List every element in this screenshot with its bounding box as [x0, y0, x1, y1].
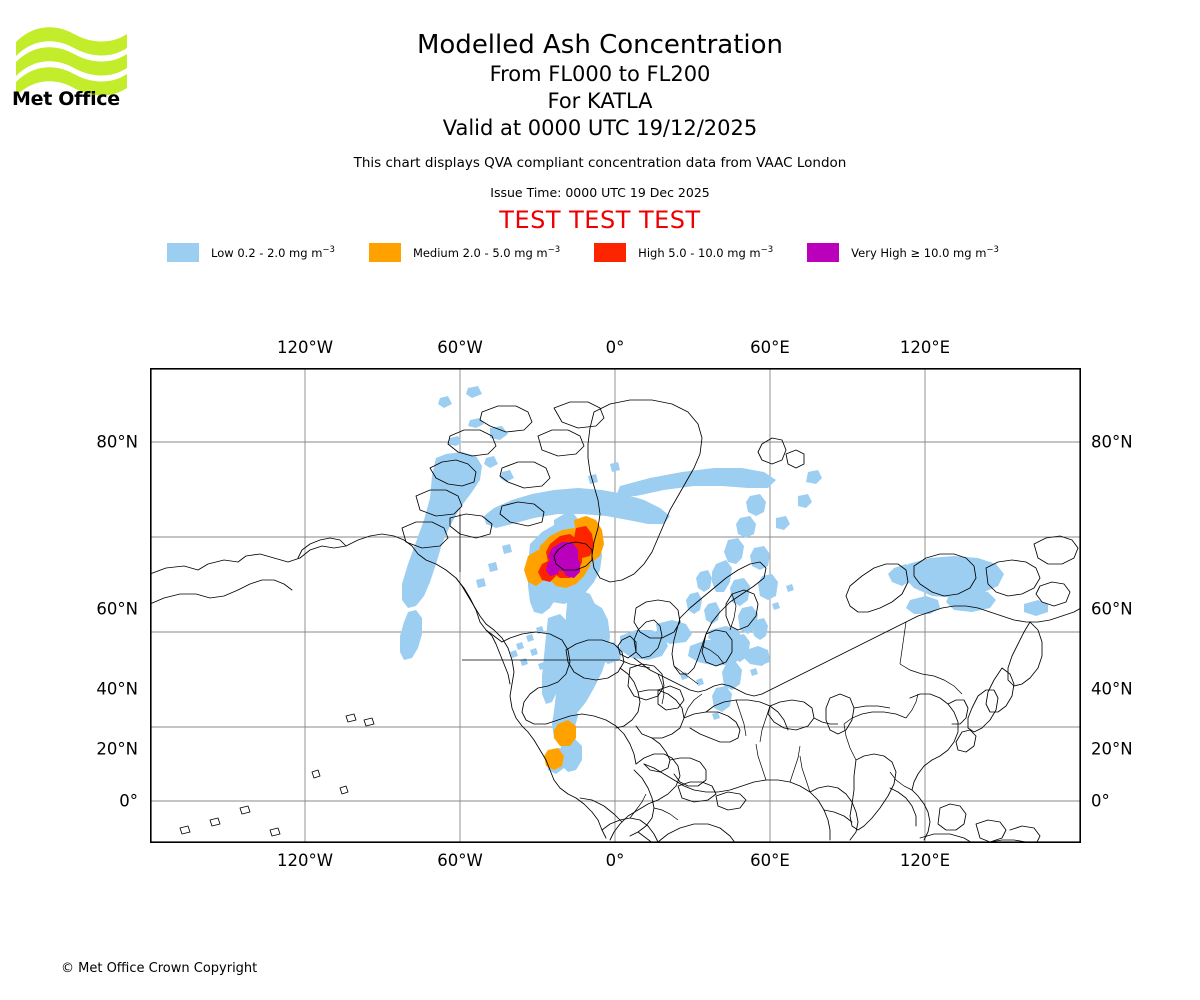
test-banner: TEST TEST TEST	[499, 206, 701, 234]
legend-item-high: High 5.0 - 10.0 mg m−3	[594, 243, 807, 262]
title-volcano: For KATLA	[547, 89, 653, 113]
map-gridlines	[150, 368, 1081, 843]
ytick-left-80n: 80°N	[96, 432, 138, 452]
political-borders	[459, 514, 963, 821]
chart-note: This chart displays QVA compliant concen…	[353, 155, 847, 171]
legend-item-medium: Medium 2.0 - 5.0 mg m−3	[368, 243, 594, 262]
xtick-top-60w: 60°W	[437, 338, 483, 357]
legend-label-high: High 5.0 - 10.0 mg m−3	[638, 245, 774, 260]
ytick-right-60n: 60°N	[1091, 599, 1133, 619]
xtick-bottom-0: 0°	[605, 851, 625, 870]
chart-header: Modelled Ash Concentration From FL000 to…	[0, 0, 1200, 235]
legend-swatch-high	[594, 243, 627, 262]
legend-label-low: Low 0.2 - 2.0 mg m−3	[211, 245, 335, 260]
legend-label-very-high: Very High ≥ 10.0 mg m−3	[851, 245, 999, 260]
concentration-legend: Low 0.2 - 2.0 mg m−3 Medium 2.0 - 5.0 mg…	[0, 243, 1200, 262]
copyright-text: © Met Office Crown Copyright	[61, 961, 258, 976]
title-valid-time: Valid at 0000 UTC 19/12/2025	[442, 116, 758, 140]
met-office-logo	[14, 22, 134, 117]
ytick-right-80n: 80°N	[1091, 432, 1133, 452]
met-office-waves-icon	[16, 27, 127, 96]
legend-item-very-high: Very High ≥ 10.0 mg m−3	[807, 243, 1033, 262]
legend-item-low: Low 0.2 - 2.0 mg m−3	[167, 243, 369, 262]
ytick-left-40n: 40°N	[96, 679, 138, 699]
legend-swatch-medium	[368, 243, 401, 262]
ytick-left-60n: 60°N	[96, 599, 138, 619]
legend-swatch-low	[167, 243, 200, 262]
xtick-bottom-120e: 120°E	[899, 851, 951, 870]
xtick-bottom-60e: 60°E	[750, 851, 790, 870]
title-flight-levels: From FL000 to FL200	[489, 62, 711, 86]
map-frame	[150, 368, 1081, 843]
issue-time: Issue Time: 0000 UTC 19 Dec 2025	[490, 185, 710, 200]
legend-swatch-very-high	[807, 243, 840, 262]
xtick-bottom-60w: 60°W	[437, 851, 483, 870]
met-office-wordmark: Met Office	[12, 88, 120, 110]
page-title: Modelled Ash Concentration	[416, 30, 784, 60]
ytick-right-0: 0°	[1091, 791, 1110, 811]
ash-plume-low	[400, 386, 1048, 774]
ytick-right-20n: 20°N	[1091, 739, 1133, 759]
xtick-top-0: 0°	[605, 338, 625, 357]
xtick-top-60e: 60°E	[750, 338, 790, 357]
coastlines	[150, 399, 1081, 843]
ytick-left-0: 0°	[119, 791, 138, 811]
map-canvas	[150, 368, 1081, 843]
ytick-right-40n: 40°N	[1091, 679, 1133, 699]
xtick-top-120e: 120°E	[899, 338, 951, 357]
xtick-top-120w: 120°W	[276, 338, 334, 357]
legend-label-medium: Medium 2.0 - 5.0 mg m−3	[412, 245, 561, 260]
ash-concentration-map: 120°W 60°W 0° 60°E 120°E 120°W 60°W 0° 6…	[96, 338, 1132, 870]
ash-plume-very-high	[546, 542, 580, 578]
xtick-bottom-120w: 120°W	[276, 851, 334, 870]
ytick-left-20n: 20°N	[96, 739, 138, 759]
